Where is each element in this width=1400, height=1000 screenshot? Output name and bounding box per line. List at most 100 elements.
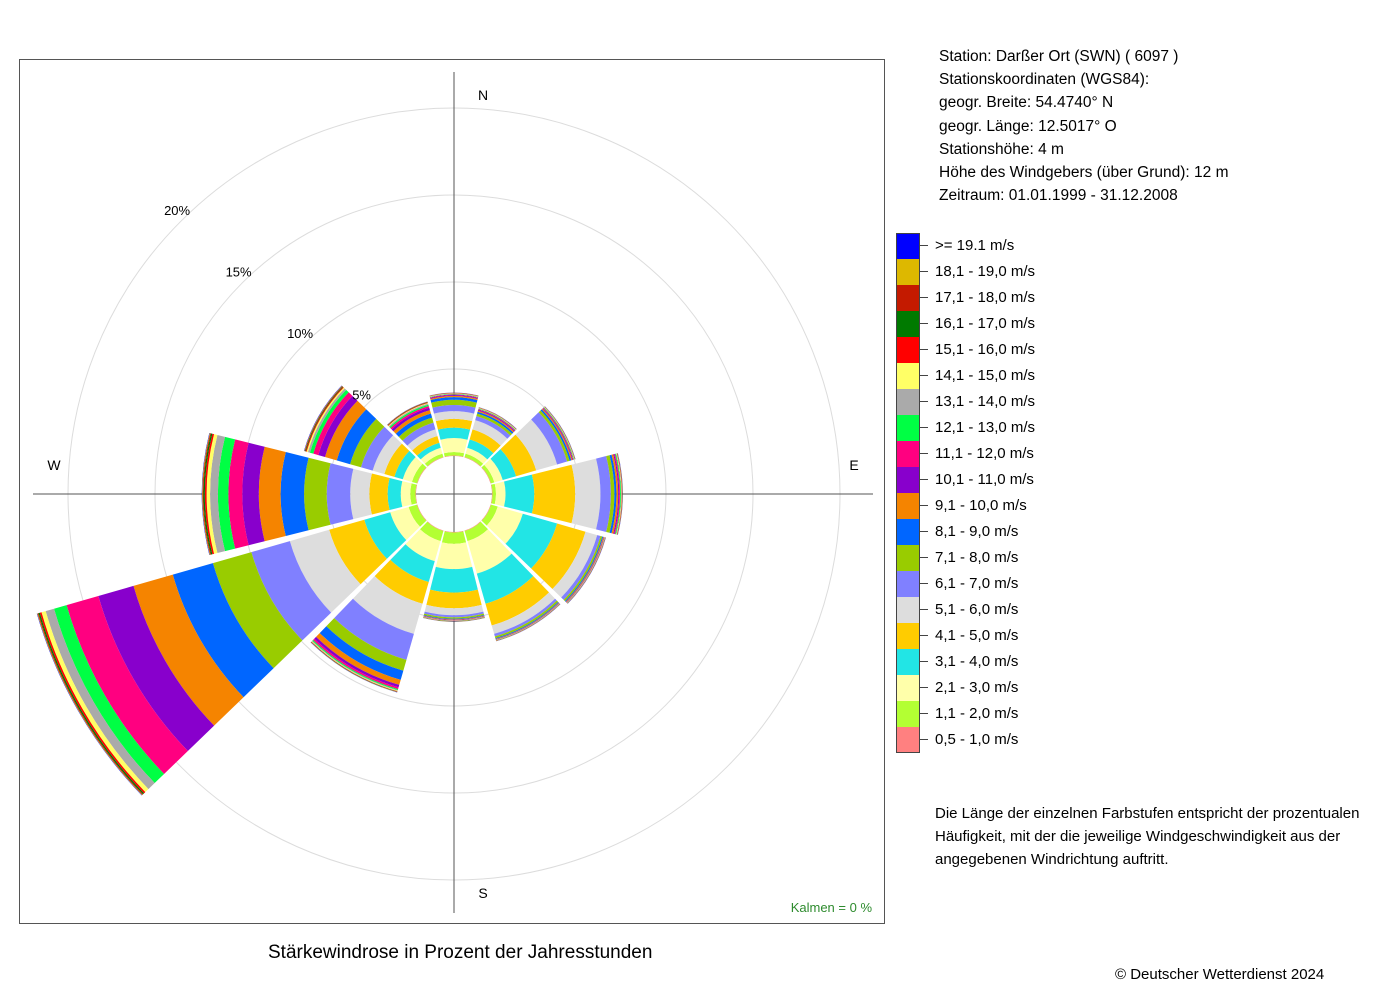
speed-band	[416, 504, 427, 521]
speed-band	[202, 433, 211, 555]
legend-swatch	[896, 597, 920, 623]
speed-band	[481, 467, 492, 484]
legend-tick	[920, 713, 928, 714]
calm-percentage: Kalmen = 0 %	[790, 900, 872, 915]
speed-band	[609, 454, 617, 534]
speed-band	[538, 410, 570, 462]
legend-label: 15,1 - 16,0 m/s	[935, 341, 1036, 358]
legend-tick	[920, 271, 928, 272]
speed-band	[476, 413, 513, 436]
legend-label: 1,1 - 2,0 m/s	[935, 705, 1019, 722]
legend-tick	[920, 401, 928, 402]
legend-label: 8,1 - 9,0 m/s	[935, 523, 1019, 540]
speed-band	[313, 392, 353, 456]
speed-band	[515, 419, 558, 471]
speed-band	[424, 604, 484, 616]
speed-band	[571, 458, 601, 530]
speed-band	[203, 433, 213, 555]
sensor-height: Höhe des Windgebers (über Grund): 12 m	[939, 164, 1229, 182]
speed-band	[476, 553, 534, 604]
speed-band	[387, 477, 403, 511]
speed-band	[429, 393, 479, 397]
speed-band	[429, 392, 479, 396]
speed-band	[552, 531, 598, 598]
speed-band	[504, 474, 535, 514]
ring-label: 10%	[287, 326, 313, 341]
speed-band	[491, 483, 496, 505]
speed-band	[389, 404, 429, 429]
speed-band	[202, 433, 211, 555]
speed-band	[390, 544, 435, 583]
direction-sector	[464, 407, 517, 467]
speed-band	[66, 595, 188, 774]
speed-band	[289, 529, 361, 613]
speed-band	[561, 535, 601, 600]
legend-tick	[920, 557, 928, 558]
legend-swatch	[896, 363, 920, 389]
speed-band	[444, 530, 464, 533]
speed-band	[360, 426, 394, 471]
speed-band	[172, 563, 274, 698]
speed-band	[616, 453, 623, 535]
speed-band	[467, 529, 512, 574]
legend-tick	[920, 531, 928, 532]
speed-band	[467, 439, 494, 460]
direction-sector	[387, 401, 444, 467]
direction-sector	[429, 392, 479, 458]
legend-swatch	[896, 285, 920, 311]
ring-label: 15%	[226, 265, 252, 280]
speed-band	[410, 483, 417, 505]
legend-tick	[920, 245, 928, 246]
speed-band	[416, 467, 427, 484]
speed-band	[443, 452, 465, 457]
legend-tick	[920, 453, 928, 454]
speed-band	[393, 410, 431, 434]
legend-swatch	[896, 233, 920, 259]
compass-label: S	[478, 885, 487, 901]
speed-band	[210, 435, 225, 553]
speed-band	[206, 434, 218, 554]
speed-band	[398, 417, 434, 441]
speed-band	[334, 598, 414, 660]
speed-band	[596, 456, 611, 532]
speed-band	[416, 442, 441, 460]
legend-tick	[920, 635, 928, 636]
speed-band	[429, 393, 479, 398]
speed-band	[494, 598, 557, 637]
speed-band	[423, 616, 485, 621]
speed-band	[411, 463, 427, 484]
speed-band	[400, 481, 412, 507]
speed-band	[606, 455, 615, 533]
legend-tick	[920, 297, 928, 298]
speed-band	[217, 436, 236, 552]
speed-band	[429, 392, 479, 397]
speed-band	[430, 395, 478, 399]
speed-band	[405, 529, 441, 562]
speed-band	[412, 436, 440, 456]
station-info: Station: Darßer Ort (SWN) ( 6097 ) Stati…	[939, 45, 1228, 207]
chart-caption: Stärkewindrose in Prozent der Jahresstun…	[268, 942, 653, 963]
speed-band	[484, 458, 503, 483]
speed-band	[615, 453, 621, 535]
direction-sector	[36, 504, 427, 796]
longitude: geogr. Länge: 12.5017° O	[939, 117, 1117, 135]
speed-band	[408, 504, 427, 527]
speed-band	[336, 409, 377, 465]
speed-band	[242, 442, 265, 546]
speed-band	[280, 452, 309, 536]
speed-band	[326, 618, 407, 671]
speed-band	[374, 559, 429, 604]
speed-band	[319, 626, 404, 680]
speed-band	[316, 633, 401, 685]
speed-band	[212, 552, 303, 669]
legend-swatch	[896, 493, 920, 519]
legend-swatch	[896, 571, 920, 597]
speed-band	[429, 394, 479, 398]
speed-band	[326, 463, 354, 525]
speed-band	[423, 617, 485, 622]
legend-label: 12,1 - 13,0 m/s	[935, 419, 1036, 436]
speed-band	[429, 393, 479, 397]
legend-swatch	[896, 337, 920, 363]
speed-band	[440, 438, 468, 454]
speed-band	[369, 473, 390, 515]
